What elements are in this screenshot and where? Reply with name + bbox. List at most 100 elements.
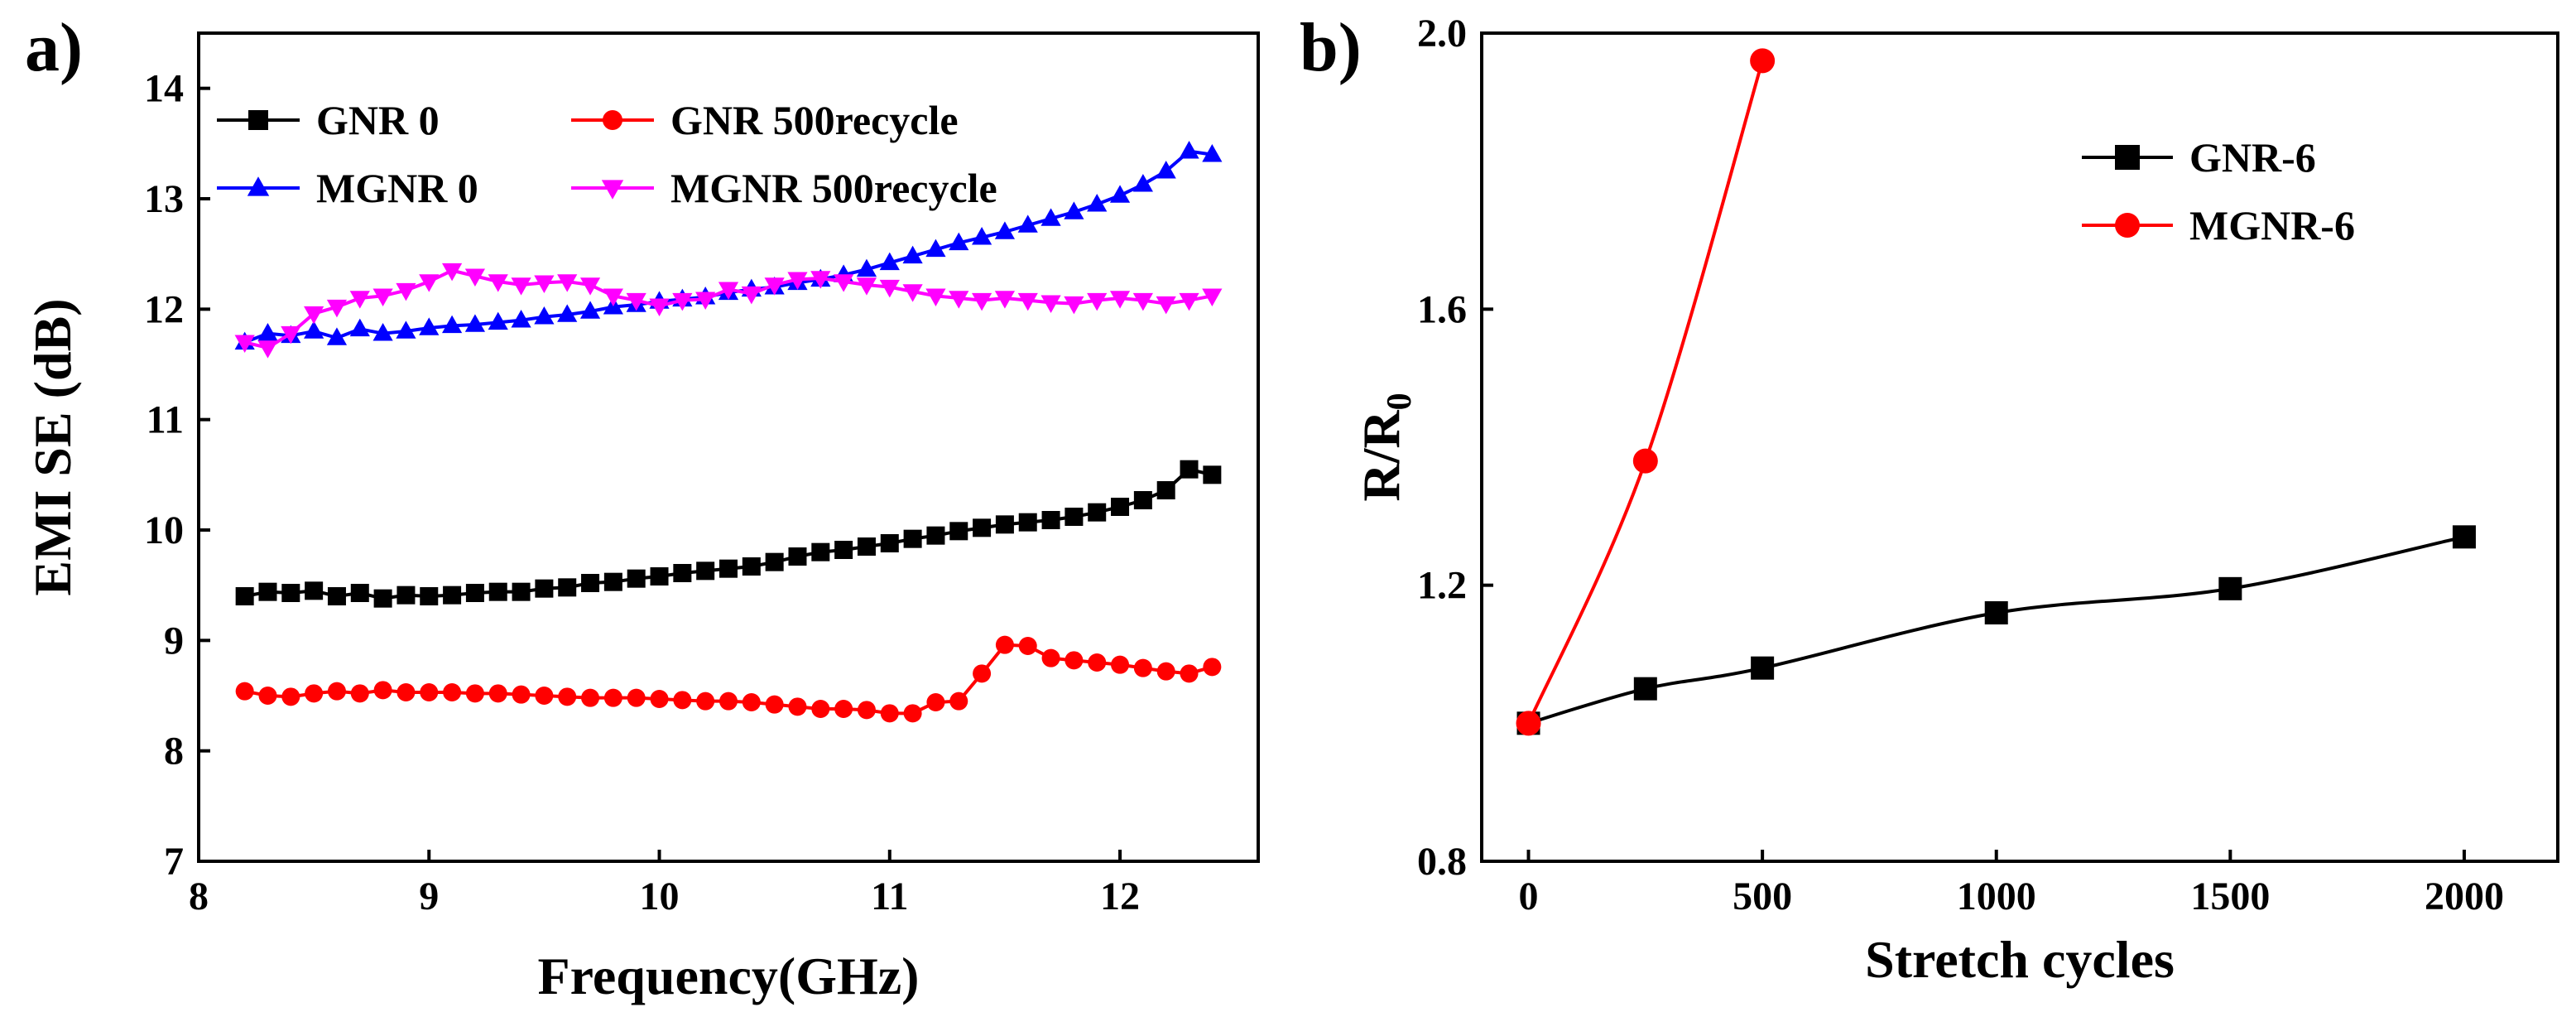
chart-a-data-point (512, 685, 531, 704)
chart-a-y-tick-label: 13 (144, 177, 184, 221)
chart-a-data-point (581, 688, 600, 707)
chart-a-data-point (603, 572, 622, 591)
chart-a-data-point (788, 697, 807, 716)
chart-a-data-point (512, 582, 531, 601)
chart-a-data-point (1203, 465, 1222, 484)
chart-a-data-point (1111, 655, 1130, 674)
panel-label-a: a) (25, 9, 83, 86)
chart-a-data-point (834, 700, 853, 718)
chart-a-data-point (650, 567, 669, 586)
chart-a-data-point (1064, 201, 1084, 219)
chart-a-data-point (558, 578, 577, 597)
chart-a-x-tick-label: 8 (189, 875, 209, 918)
chart-a-data-point (465, 684, 484, 703)
chart-a-data-point (1180, 664, 1199, 683)
chart-a-data-point (973, 664, 992, 683)
chart-a-data-point (949, 692, 968, 711)
chart-a-data-point (696, 692, 715, 711)
chart-a-data-point (420, 587, 439, 605)
chart-a-y-tick-label: 8 (164, 730, 184, 773)
panel-label-b: b) (1300, 9, 1362, 86)
chart-a-data-point (304, 320, 324, 339)
chart-b-data-point (2218, 576, 2242, 600)
chart-b-legend: GNR-6 MGNR-6 (2082, 134, 2355, 248)
chart-a-data-point (1018, 513, 1037, 532)
chart-a-data-point (396, 586, 416, 605)
chart-a-data-point (579, 277, 601, 296)
chart-a-data-point (765, 552, 784, 571)
chart-b-legend-label: MGNR-6 (2189, 202, 2355, 248)
chart-b-data-point (1632, 448, 1658, 474)
chart-a-data-point (464, 314, 486, 332)
chart-a-data-point (305, 581, 324, 600)
chart-a-data-point (441, 263, 463, 282)
chart-b-plot-frame (1480, 31, 2559, 863)
chart-a-legend-item: MGNR 500recycle (571, 165, 997, 211)
chart-a-data-point (1156, 296, 1176, 315)
chart-a-data-point (465, 584, 484, 602)
chart-a-legend-label: MGNR 0 (316, 165, 478, 211)
chart-a-x-axis-label: Frequency(GHz) (538, 947, 920, 1005)
chart-a-legend: GNR 0 GNR 500recycle MGNR 0 MGNR 500recycle (217, 97, 997, 211)
chart-b-x-tick-label: 1500 (2190, 875, 2270, 918)
chart-a-data-point (1132, 292, 1153, 311)
chart-a-data-point (1179, 292, 1199, 311)
chart-a-data-point (719, 692, 738, 711)
chart-a-data-point (1203, 658, 1222, 677)
chart-b-data-point (1633, 677, 1657, 701)
chart-a-legend-swatch-marker (247, 176, 270, 196)
chart-a-x-tick-label: 12 (1100, 875, 1140, 918)
chart-a-data-point (994, 221, 1016, 239)
chart-a-data-point (811, 542, 830, 561)
chart-a-data-point (1017, 292, 1038, 311)
chart-a-data-point (304, 306, 324, 325)
chart-a-data-point (627, 569, 646, 588)
chart-a-y-axis-label: EMI SE (dB) (23, 298, 82, 595)
chart-a-data-point (1156, 481, 1175, 499)
chart-b-x-tick-label: 1000 (1957, 875, 2036, 918)
chart-a-y-tick-label: 7 (164, 840, 184, 884)
chart-b-legend-swatch-marker (2115, 145, 2140, 170)
chart-a-data-point (327, 682, 346, 701)
chart-a-data-point (1065, 508, 1084, 526)
chart-a-data-point (971, 292, 992, 311)
chart-a-data-point (696, 561, 715, 581)
chart-a-y-tick-label: 12 (144, 287, 184, 331)
chart-a-legend-label: MGNR 500recycle (670, 165, 997, 211)
chart-a-data-point (1109, 185, 1131, 203)
chart-a-data-point (511, 310, 531, 328)
chart-a-data-point (902, 284, 923, 302)
chart-a-legend-item: GNR 500recycle (571, 97, 959, 143)
chart-b-legend-swatch-marker (2115, 213, 2140, 238)
chart-a-data-point (1017, 214, 1038, 233)
chart-a-data-point (742, 693, 761, 711)
chart-a-data-point (995, 635, 1014, 654)
chart-a-data-point (811, 700, 830, 718)
chart-a-data-point (441, 315, 463, 334)
chart-a-data-point (603, 688, 622, 707)
chart-a-data-point (258, 687, 277, 705)
chart-a-data-point (673, 691, 692, 710)
chart-a-data-point (443, 683, 462, 701)
chart-a-y-tick-label: 14 (144, 67, 184, 111)
chart-a-data-point (349, 291, 370, 309)
chart-a-y-tick-label: 11 (147, 398, 184, 442)
chart-a-data-point (281, 584, 300, 602)
chart-a-data-point (257, 323, 278, 341)
chart-a-data-point (973, 518, 992, 537)
chart-a-data-point (257, 340, 278, 359)
chart-a-data-point (949, 232, 969, 251)
chart-a-legend-swatch-marker (603, 110, 622, 130)
chart-a-data-point (281, 325, 301, 345)
chart-a-data-point (420, 683, 439, 701)
chart-a-data-point (1087, 292, 1108, 311)
chart-a-data-point (903, 704, 922, 723)
chart-b-y-axis-label: R/R0 (1352, 393, 1419, 501)
chart-a-data-point (626, 292, 646, 311)
chart-a-data-point (856, 277, 877, 296)
chart-b-legend-item: MGNR-6 (2082, 202, 2355, 248)
chart-a-series-3 (234, 263, 1223, 359)
chart-a-data-point (1133, 491, 1152, 509)
chart-a-data-point (488, 311, 508, 330)
chart-a-data-point (1087, 194, 1108, 212)
